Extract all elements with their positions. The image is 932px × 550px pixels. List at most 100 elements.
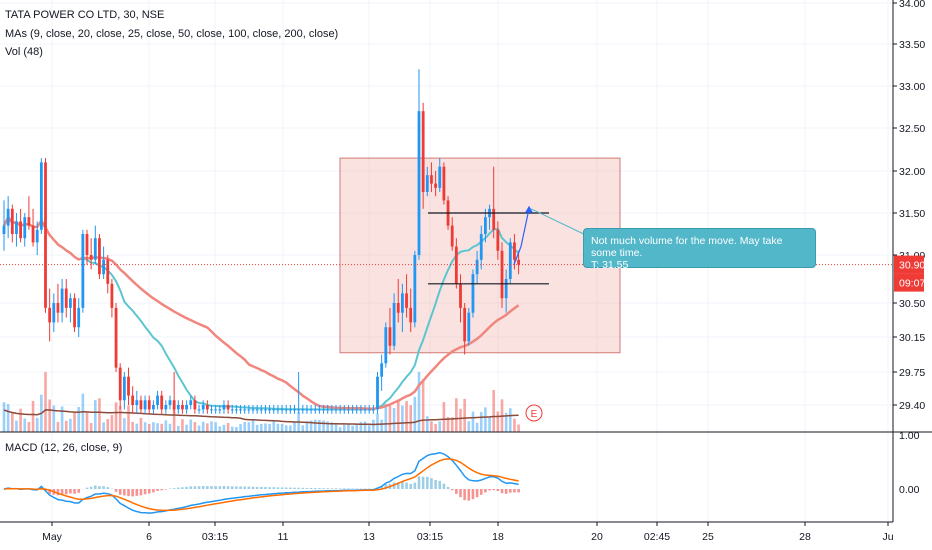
candle-body bbox=[396, 303, 400, 313]
time-tick-label: 18 bbox=[492, 531, 504, 543]
candle-body bbox=[210, 409, 213, 411]
volume-bar bbox=[89, 422, 93, 432]
candle-body bbox=[434, 183, 437, 188]
volume-bar bbox=[143, 422, 147, 432]
volume-bar bbox=[56, 421, 60, 432]
time-tick-label: May bbox=[42, 531, 63, 543]
macd-histogram-bar bbox=[272, 487, 276, 489]
candle-body bbox=[301, 409, 305, 411]
candle-body bbox=[359, 409, 363, 411]
candle-body bbox=[276, 409, 280, 411]
volume-legend[interactable]: Vol (48) bbox=[5, 46, 43, 58]
volume-bar bbox=[272, 420, 276, 432]
callout-connector bbox=[530, 208, 591, 238]
volume-bar bbox=[479, 411, 483, 432]
candle-body bbox=[347, 409, 350, 411]
macd-histogram-bar bbox=[280, 487, 284, 489]
macd-histogram-bar bbox=[235, 486, 238, 489]
candle-body bbox=[2, 225, 6, 234]
volume-bar bbox=[363, 421, 367, 432]
candlesticks[interactable] bbox=[2, 69, 520, 414]
time-tick-label: 02:45 bbox=[644, 531, 670, 543]
time-badge-label: 09:07 bbox=[899, 278, 925, 290]
candle-body bbox=[102, 259, 105, 275]
earnings-marker-label: E bbox=[531, 409, 538, 420]
ma-legend[interactable]: MAs (9, close, 20, close, 25, close, 50,… bbox=[5, 28, 339, 40]
candle-body bbox=[500, 250, 504, 299]
volume-bar bbox=[289, 425, 292, 432]
candle-body bbox=[268, 409, 271, 411]
candle-body bbox=[450, 225, 454, 247]
volume-bar bbox=[471, 411, 475, 432]
volume-bar bbox=[247, 422, 251, 432]
volume-bar bbox=[152, 422, 155, 432]
macd-histogram-bar bbox=[513, 489, 516, 493]
volume-bar bbox=[434, 424, 437, 432]
macd-histogram-bar bbox=[218, 486, 222, 489]
candle-body bbox=[52, 303, 56, 323]
price-tick-label: 30.50 bbox=[899, 298, 925, 310]
volume-bar bbox=[367, 425, 371, 432]
candle-body bbox=[309, 409, 313, 411]
macd-histogram-bar bbox=[338, 488, 342, 489]
macd-histogram-bar bbox=[40, 486, 43, 489]
candle-body bbox=[185, 405, 188, 410]
candle-body bbox=[380, 363, 384, 377]
time-tick-label: 03:15 bbox=[417, 531, 443, 543]
volume-bar bbox=[475, 422, 479, 432]
candle-body bbox=[293, 409, 296, 411]
volume-bar bbox=[69, 418, 72, 432]
volume-bar bbox=[430, 421, 433, 432]
candle-body bbox=[122, 376, 126, 401]
candle-body bbox=[417, 111, 421, 255]
volume-bar bbox=[15, 420, 18, 432]
volume-bar bbox=[160, 423, 163, 432]
candle-body bbox=[218, 409, 222, 411]
macd-histogram-bar bbox=[226, 486, 230, 489]
volume-bar bbox=[463, 398, 466, 432]
volume-bar bbox=[60, 406, 64, 432]
candle-body bbox=[48, 307, 52, 323]
macd-legend[interactable]: MACD (12, 26, close, 9) bbox=[5, 442, 123, 454]
volume-bar bbox=[210, 421, 213, 432]
macd-histogram-bar bbox=[177, 487, 180, 489]
candle-body bbox=[430, 175, 433, 184]
macd-histogram-bar bbox=[405, 482, 408, 489]
macd-histogram-bar bbox=[73, 489, 76, 494]
volume-bar bbox=[467, 421, 471, 432]
candle-body bbox=[371, 409, 375, 411]
volume-bar bbox=[19, 408, 22, 432]
candle-body bbox=[367, 409, 371, 411]
macd-histogram-bar bbox=[201, 486, 205, 489]
macd-histogram-bar bbox=[185, 486, 188, 489]
candle-body bbox=[6, 208, 10, 226]
candle-body bbox=[442, 166, 446, 201]
candle-body bbox=[384, 327, 388, 364]
candle-body bbox=[189, 400, 193, 405]
volume-bar bbox=[396, 399, 400, 432]
price-tick-label: 29.75 bbox=[899, 367, 925, 379]
symbol-legend[interactable]: TATA POWER CO LTD, 30, NSE bbox=[5, 9, 165, 21]
candle-body bbox=[322, 409, 325, 411]
candle-body bbox=[193, 400, 197, 410]
chart-axes: 34.0033.5033.0032.5032.0031.5031.0030.50… bbox=[0, 0, 925, 543]
candle-body bbox=[60, 288, 64, 313]
macd-histogram-bar bbox=[504, 489, 508, 494]
candle-body bbox=[243, 409, 247, 411]
volume-bar bbox=[343, 424, 346, 432]
candle-body bbox=[89, 255, 93, 260]
volume-bar bbox=[11, 411, 14, 432]
volume-bar bbox=[264, 423, 267, 432]
volume-bar bbox=[27, 421, 31, 432]
candle-body bbox=[168, 400, 172, 405]
candle-body bbox=[235, 409, 238, 411]
volume-bar bbox=[409, 405, 412, 432]
candle-body bbox=[23, 217, 27, 239]
macd-histogram-bar bbox=[459, 489, 462, 498]
volume-bar bbox=[355, 424, 359, 432]
macd-histogram-bar bbox=[243, 486, 246, 489]
note-callout[interactable]: Not much volume for the move. May take s… bbox=[583, 228, 816, 271]
candle-body bbox=[363, 409, 367, 411]
volume-bar bbox=[214, 422, 217, 432]
